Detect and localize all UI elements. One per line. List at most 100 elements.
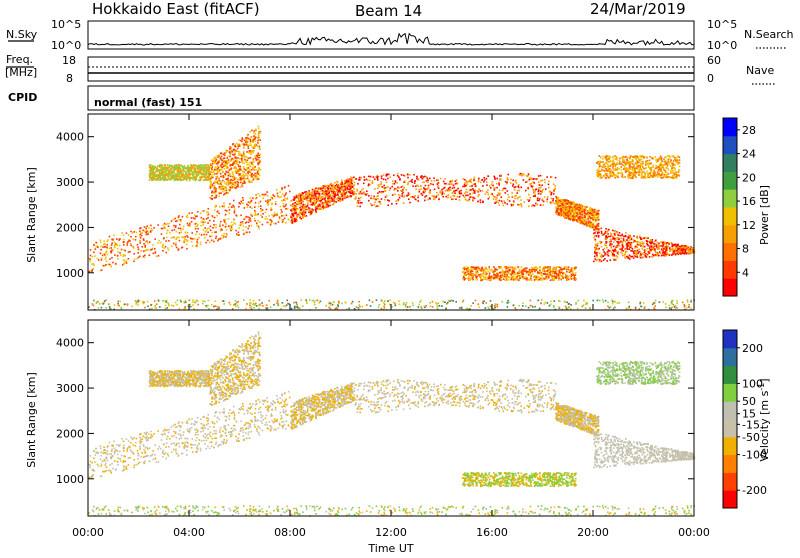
power-point — [199, 171, 201, 173]
power-point — [157, 165, 159, 167]
power-point — [270, 222, 272, 224]
power-point — [659, 245, 661, 247]
power-point — [155, 179, 157, 181]
power-point — [417, 185, 419, 187]
power-point — [308, 208, 310, 210]
power-point — [653, 248, 655, 250]
power-point — [652, 176, 654, 178]
power-point — [177, 175, 179, 177]
power-point — [336, 191, 338, 193]
power-point — [93, 244, 95, 246]
power-point — [309, 195, 311, 197]
power-point — [338, 196, 340, 198]
power-point — [518, 197, 520, 199]
power-point — [220, 230, 222, 232]
power-point — [610, 259, 612, 261]
power-point — [191, 165, 193, 167]
power-point — [186, 244, 188, 246]
power-point — [367, 179, 369, 181]
power-point — [163, 237, 165, 239]
power-point — [421, 178, 423, 180]
power-point — [459, 199, 461, 201]
power-point — [104, 254, 106, 256]
power-point — [172, 172, 174, 174]
power-point — [480, 199, 482, 201]
power-point — [262, 224, 264, 226]
power-point — [295, 195, 297, 197]
power-point — [663, 164, 665, 166]
power-point — [596, 256, 598, 258]
power-point — [423, 176, 425, 178]
power-point — [635, 172, 637, 174]
power-point — [271, 203, 273, 205]
power-point — [637, 166, 639, 168]
power-point — [667, 246, 669, 248]
power-point — [322, 186, 324, 188]
power-point — [352, 194, 354, 196]
power-point — [470, 189, 472, 191]
power-point — [657, 158, 659, 160]
power-point — [285, 194, 287, 196]
power-point — [370, 203, 372, 205]
power-point — [692, 248, 694, 250]
power-point — [494, 178, 496, 180]
power-point — [616, 255, 618, 257]
power-point — [599, 253, 601, 255]
power-point — [432, 184, 434, 186]
power-point — [672, 155, 674, 157]
power-point — [297, 203, 299, 205]
power-point — [616, 156, 618, 158]
power-point — [119, 238, 121, 240]
power-point — [326, 194, 328, 196]
power-point — [597, 248, 599, 250]
power-point — [240, 182, 242, 184]
power-point — [674, 177, 676, 179]
power-point — [215, 227, 217, 229]
power-point — [645, 168, 647, 170]
power-point — [339, 200, 341, 202]
power-point — [640, 257, 642, 259]
power-point — [682, 250, 684, 252]
power-point — [216, 215, 218, 217]
power-point — [174, 229, 176, 231]
power-point — [613, 169, 615, 171]
power-point — [466, 200, 468, 202]
power-point — [415, 188, 417, 190]
power-point — [310, 199, 312, 201]
power-point — [677, 244, 679, 246]
power-point — [677, 163, 679, 165]
power-point — [167, 229, 169, 231]
power-point — [620, 241, 622, 243]
power-point — [203, 167, 205, 169]
power-point — [358, 198, 360, 200]
power-point — [675, 157, 677, 159]
power-point — [133, 261, 135, 263]
power-point — [314, 191, 316, 193]
power-point — [298, 194, 300, 196]
power-point — [311, 213, 313, 215]
power-point — [156, 169, 158, 171]
nave-tick-top: 60 — [707, 54, 721, 67]
power-point — [609, 165, 611, 167]
power-point — [567, 203, 569, 205]
power-point — [672, 177, 674, 179]
power-point — [340, 197, 342, 199]
power-point — [564, 207, 566, 209]
power-point — [471, 185, 473, 187]
power-point — [670, 165, 672, 167]
power-point — [238, 231, 240, 233]
power-point — [148, 231, 150, 233]
power-point — [423, 190, 425, 192]
power-point — [626, 247, 628, 249]
power-point — [377, 192, 379, 194]
power-point — [222, 180, 224, 182]
power-point — [180, 221, 182, 223]
power-point — [554, 185, 556, 187]
power-point — [129, 251, 131, 253]
power-point — [249, 231, 251, 233]
power-point — [660, 252, 662, 254]
power-point — [604, 258, 606, 260]
power-point — [597, 210, 599, 212]
power-point — [534, 182, 536, 184]
power-point — [628, 248, 630, 250]
